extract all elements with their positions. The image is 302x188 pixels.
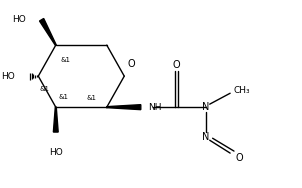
- Text: N: N: [202, 102, 210, 112]
- Polygon shape: [40, 18, 56, 45]
- Polygon shape: [107, 105, 141, 110]
- Text: &1: &1: [87, 95, 97, 101]
- Text: &1: &1: [60, 57, 70, 63]
- Text: CH₃: CH₃: [234, 86, 251, 95]
- Text: HO: HO: [49, 148, 63, 157]
- Polygon shape: [53, 107, 58, 132]
- Text: O: O: [236, 153, 243, 163]
- Text: NH: NH: [149, 103, 162, 112]
- Text: HO: HO: [1, 72, 14, 81]
- Text: N: N: [202, 132, 210, 142]
- Text: &1: &1: [39, 86, 49, 92]
- Text: HO: HO: [12, 15, 26, 24]
- Text: O: O: [128, 59, 135, 69]
- Text: O: O: [172, 60, 180, 70]
- Text: &1: &1: [59, 94, 69, 100]
